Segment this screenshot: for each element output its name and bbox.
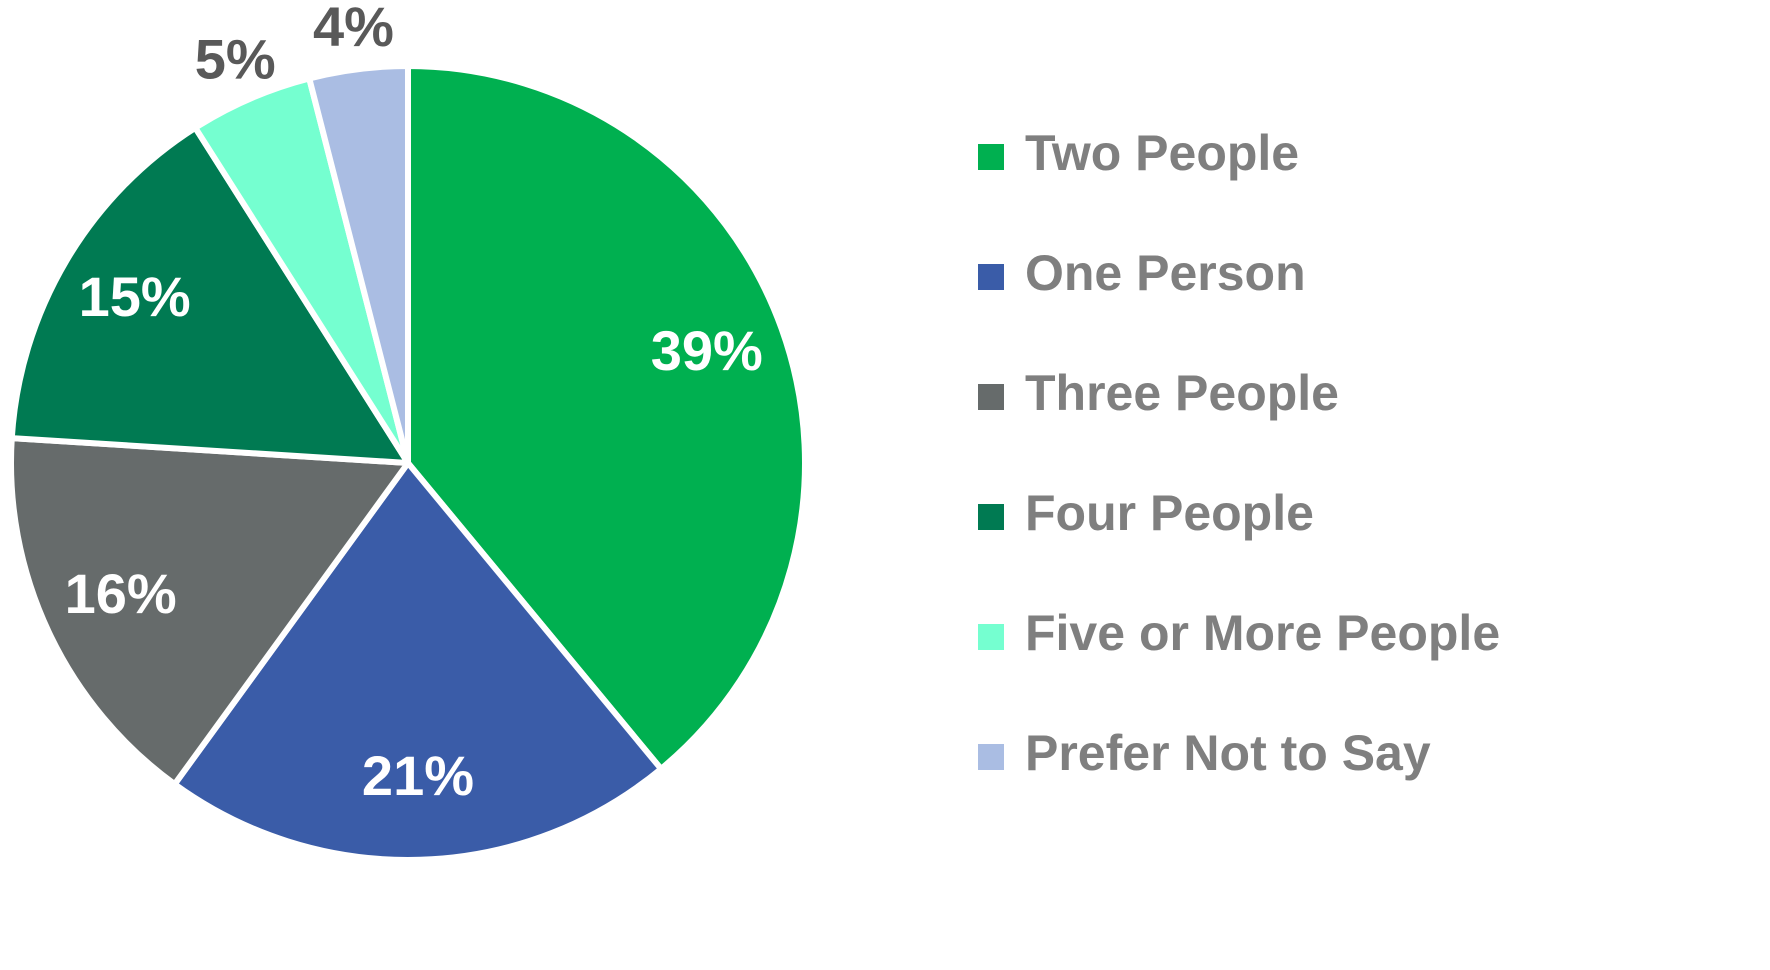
legend-swatch (978, 504, 1004, 530)
legend-label: Two People (1025, 125, 1299, 181)
data-label: 15% (79, 265, 191, 328)
legend-swatch (978, 744, 1004, 770)
pie-slice (405, 63, 808, 772)
legend-swatch (978, 144, 1004, 170)
data-label: 39% (651, 319, 763, 382)
data-label: 4% (313, 0, 394, 58)
data-label: 5% (195, 28, 276, 91)
pie-slice (8, 124, 411, 466)
data-label: 21% (362, 744, 474, 807)
legend-swatch (978, 384, 1004, 410)
legend-label: Four People (1025, 485, 1314, 541)
legend-label: One Person (1025, 245, 1306, 301)
legend-swatch (978, 624, 1004, 650)
legend-label: Three People (1025, 365, 1339, 421)
pie-slice (8, 435, 411, 788)
legend-swatch (978, 264, 1004, 290)
pie-slice (306, 63, 411, 466)
legend-label: Prefer Not to Say (1025, 725, 1431, 781)
data-label: 16% (65, 562, 177, 625)
pie-slice (171, 460, 665, 863)
legend-label: Five or More People (1025, 605, 1500, 661)
